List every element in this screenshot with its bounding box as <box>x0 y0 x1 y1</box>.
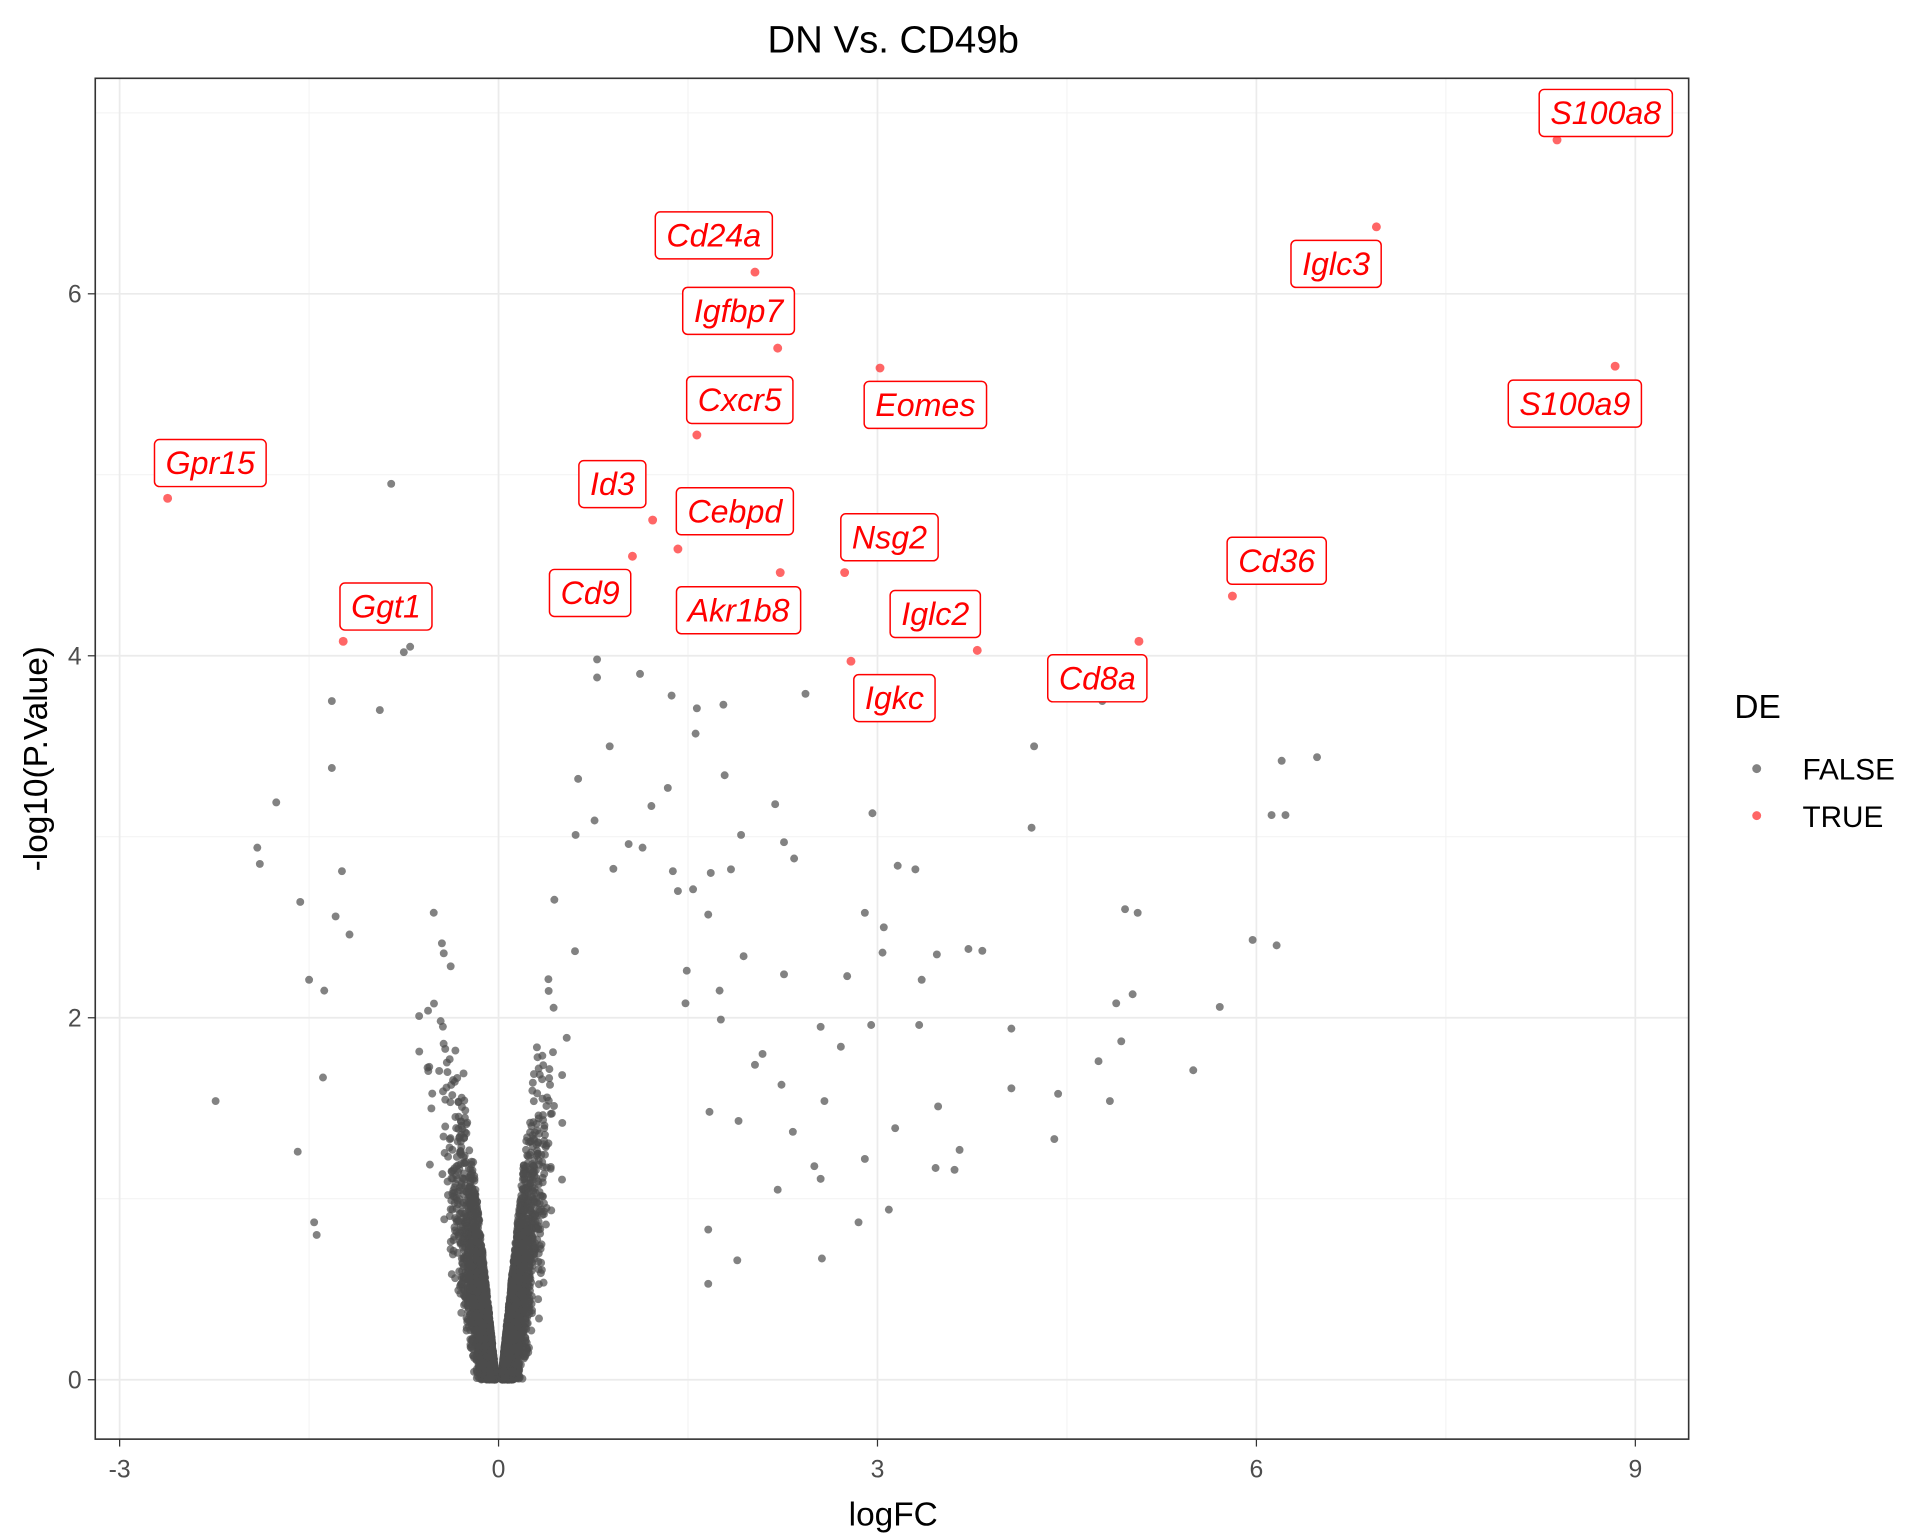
point-false <box>537 1258 546 1267</box>
point-false <box>535 1314 543 1323</box>
point-false <box>443 1068 452 1077</box>
point-false <box>449 1236 458 1245</box>
point-false <box>539 1111 547 1120</box>
point-false <box>451 1274 460 1283</box>
point-false <box>441 1095 450 1104</box>
point-false <box>537 1265 546 1274</box>
point-false <box>430 999 438 1008</box>
point-false <box>451 1046 460 1055</box>
point-false <box>415 1047 424 1056</box>
point-false <box>538 1094 547 1103</box>
point-false <box>546 1080 554 1089</box>
point-false <box>439 1132 448 1141</box>
point-false <box>415 1012 424 1020</box>
point-false <box>545 1074 554 1083</box>
point-false <box>532 1043 541 1052</box>
point-false <box>529 1097 538 1106</box>
point-false <box>523 1133 532 1142</box>
point-false <box>447 1080 456 1089</box>
point-false <box>529 1070 538 1079</box>
point-false <box>425 1160 434 1169</box>
point-false <box>424 1006 432 1015</box>
point-false <box>609 864 618 873</box>
point-false <box>558 1118 567 1127</box>
point-false <box>427 1104 436 1113</box>
point-false <box>437 939 446 948</box>
point-false <box>549 1003 558 1012</box>
point-false <box>428 1089 437 1098</box>
point-false <box>562 1033 571 1042</box>
point-false <box>558 1175 566 1184</box>
point-false <box>436 1017 445 1026</box>
point-false <box>540 1169 549 1178</box>
point-false <box>451 1113 460 1121</box>
point-false <box>452 1124 461 1133</box>
point-false <box>440 1149 449 1157</box>
point-false <box>549 1048 557 1057</box>
grid-lines <box>95 78 1689 1440</box>
point-false <box>528 1078 537 1087</box>
point-false <box>547 1109 556 1118</box>
point-false <box>429 908 438 917</box>
point-false <box>538 1051 547 1060</box>
chart-title: DN Vs. CD49b <box>767 18 1018 61</box>
non-de-points <box>211 479 1321 1384</box>
point-false <box>446 962 455 971</box>
point-false <box>550 895 559 904</box>
point-false <box>533 1089 542 1098</box>
point-false <box>541 1220 550 1229</box>
point-false <box>524 1152 533 1161</box>
point-false <box>448 1091 457 1100</box>
point-false <box>435 1067 444 1075</box>
point-false <box>449 1186 458 1195</box>
point-false <box>459 1069 468 1078</box>
point-false <box>457 1308 466 1317</box>
